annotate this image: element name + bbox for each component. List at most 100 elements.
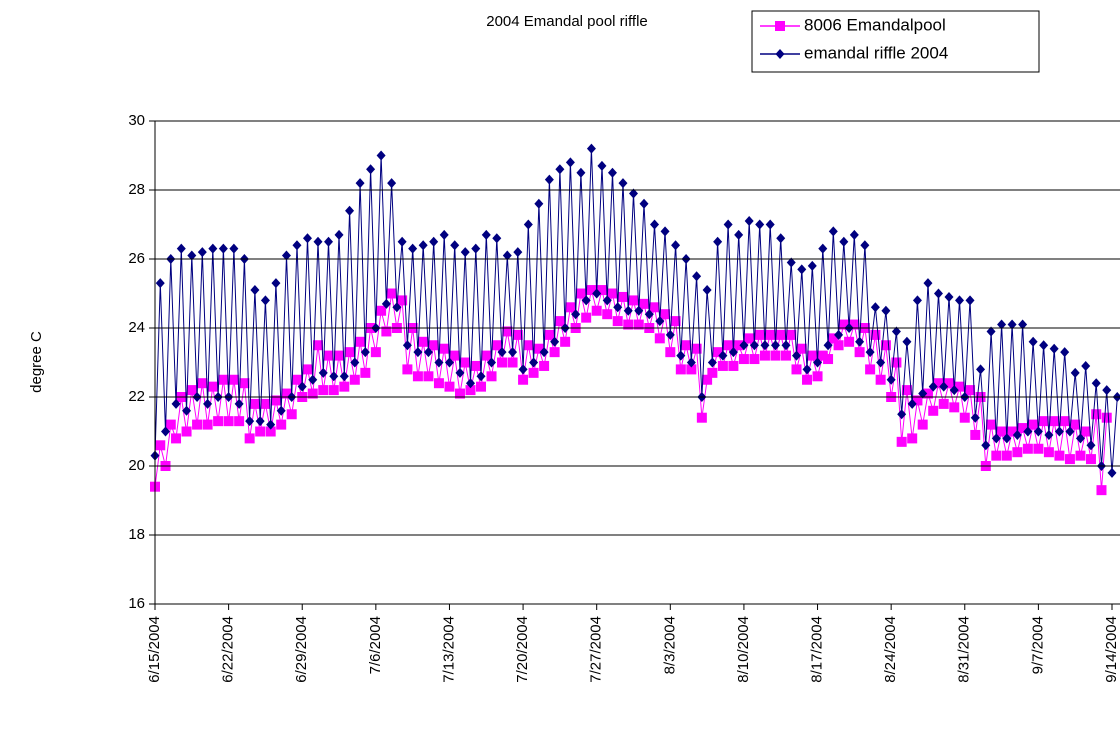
marker [360,347,370,358]
marker [218,374,229,385]
marker [855,336,865,347]
marker [775,329,786,340]
marker [623,305,633,316]
x-tick-label: 7/27/2004 [588,616,605,683]
marker [849,229,859,240]
marker [213,416,224,427]
marker [818,243,828,254]
marker [245,416,255,427]
marker [286,409,297,420]
y-tick-label: 16 [128,595,145,612]
marker [1060,347,1070,358]
marker [334,350,345,361]
marker [266,419,276,430]
y-tick-label: 20 [128,457,145,474]
marker [1054,450,1065,461]
marker [728,360,739,371]
marker [891,326,901,337]
marker [886,374,896,385]
marker [255,416,265,427]
marker [223,416,234,427]
marker [912,395,923,406]
marker [713,236,723,247]
marker [629,188,638,199]
marker [981,440,991,451]
x-tick-label: 6/22/2004 [220,616,237,683]
marker [529,357,539,368]
marker [171,433,182,444]
marker [749,340,759,351]
marker [208,243,218,254]
marker [933,288,943,299]
marker [313,340,324,351]
marker [823,354,834,365]
x-tick-label: 9/14/2004 [1103,616,1120,683]
marker [386,288,397,299]
marker [786,257,796,268]
marker [880,340,891,351]
marker [781,340,791,351]
chart-title: 2004 Emandal pool riffle [486,13,648,30]
marker [997,319,1007,330]
marker [276,405,286,416]
marker [397,236,407,247]
marker [229,243,239,254]
y-tick-label: 22 [128,388,145,405]
marker [902,336,912,347]
x-tick-label: 6/15/2004 [146,616,163,683]
y-tick-label: 28 [128,181,145,198]
marker [791,364,802,375]
marker [596,285,607,296]
marker [512,329,523,340]
marker [650,219,660,230]
marker [802,364,812,375]
marker [654,333,665,344]
marker [792,350,802,361]
marker [1017,423,1028,434]
marker [554,316,565,327]
marker [1059,416,1070,427]
marker [723,340,734,351]
marker [696,412,707,423]
marker [1107,467,1117,478]
legend-box [751,10,1040,73]
marker [976,364,986,375]
marker [334,229,344,240]
marker [1085,454,1096,465]
marker [207,381,218,392]
marker [838,319,849,330]
marker [834,329,844,340]
marker [155,278,165,289]
marker [612,316,623,327]
legend-label: 8006 Emandalpool [804,15,946,34]
marker [744,333,755,344]
marker [507,357,518,368]
marker [376,305,387,316]
marker [1001,450,1012,461]
marker [502,326,513,337]
marker [450,240,460,251]
marker [617,291,628,302]
marker [676,350,686,361]
marker [323,350,334,361]
marker [986,419,997,430]
marker [1049,416,1060,427]
marker [775,49,785,59]
marker [970,429,981,440]
marker [660,309,671,320]
marker [954,381,965,392]
marker [539,347,549,358]
marker [728,347,738,358]
marker [718,350,728,361]
marker [891,357,902,368]
marker [986,326,996,337]
marker [649,302,660,313]
marker [203,398,213,409]
marker [523,340,534,351]
marker [760,340,770,351]
marker [1086,440,1096,451]
marker [318,367,328,378]
marker [833,340,844,351]
marker [896,436,907,447]
